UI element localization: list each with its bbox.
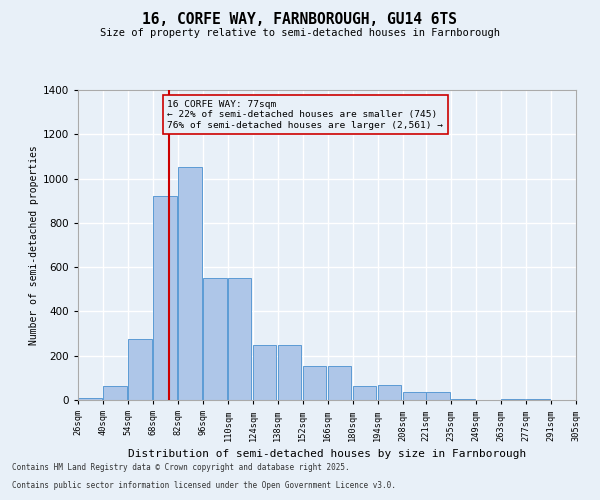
Bar	[103, 386, 127, 400]
Bar	[526, 399, 550, 400]
Y-axis label: Number of semi-detached properties: Number of semi-detached properties	[29, 145, 38, 345]
Bar	[153, 196, 176, 400]
Bar	[353, 386, 376, 400]
Text: 16, CORFE WAY, FARNBOROUGH, GU14 6TS: 16, CORFE WAY, FARNBOROUGH, GU14 6TS	[143, 12, 458, 28]
Text: Size of property relative to semi-detached houses in Farnborough: Size of property relative to semi-detach…	[100, 28, 500, 38]
Bar	[128, 339, 152, 400]
X-axis label: Distribution of semi-detached houses by size in Farnborough: Distribution of semi-detached houses by …	[128, 449, 526, 459]
Bar	[278, 344, 301, 400]
Bar	[178, 168, 202, 400]
Bar	[403, 392, 427, 400]
Text: Contains HM Land Registry data © Crown copyright and database right 2025.: Contains HM Land Registry data © Crown c…	[12, 464, 350, 472]
Bar	[426, 392, 449, 400]
Text: Contains public sector information licensed under the Open Government Licence v3: Contains public sector information licen…	[12, 481, 396, 490]
Text: 16 CORFE WAY: 77sqm
← 22% of semi-detached houses are smaller (745)
76% of semi-: 16 CORFE WAY: 77sqm ← 22% of semi-detach…	[167, 100, 443, 130]
Bar	[451, 399, 475, 400]
Bar	[378, 384, 401, 400]
Bar	[328, 366, 352, 400]
Bar	[501, 399, 524, 400]
Bar	[303, 366, 326, 400]
Bar	[253, 344, 277, 400]
Bar	[203, 278, 227, 400]
Bar	[78, 398, 101, 400]
Bar	[228, 278, 251, 400]
